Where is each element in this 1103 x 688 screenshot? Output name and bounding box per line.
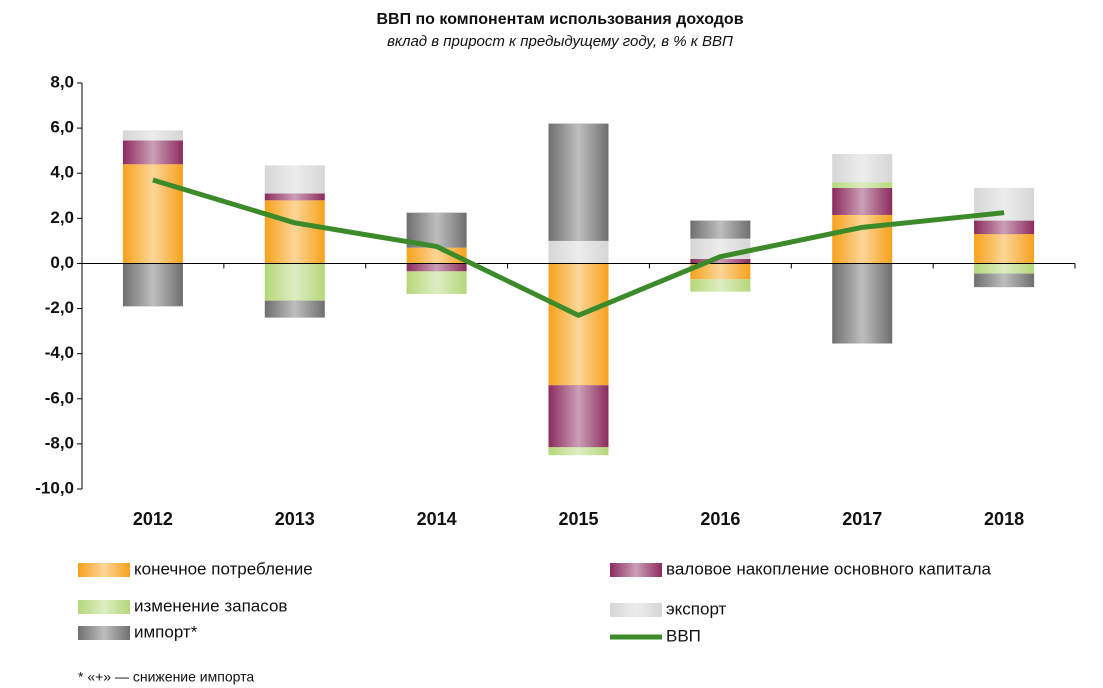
bar-shine bbox=[264, 193, 325, 201]
y-tick-label: -6,0 bbox=[45, 388, 74, 407]
bar-shine bbox=[832, 154, 893, 183]
bar-shine bbox=[406, 271, 467, 294]
bar-shine bbox=[832, 263, 893, 344]
bar-shine bbox=[832, 182, 893, 188]
legend-label: ВВП bbox=[666, 626, 701, 645]
bar-shine bbox=[264, 300, 325, 318]
bar-shine bbox=[122, 140, 183, 165]
gdp-line bbox=[152, 177, 1005, 318]
bar-shine bbox=[974, 220, 1035, 235]
y-tick-label: -4,0 bbox=[45, 343, 74, 362]
y-tick-label: 4,0 bbox=[50, 163, 74, 182]
bar-shine bbox=[548, 385, 609, 448]
y-tick-label: 0,0 bbox=[50, 253, 74, 272]
bar-shine bbox=[832, 187, 893, 215]
bar-shine bbox=[832, 214, 893, 264]
legend-label: импорт* bbox=[134, 622, 198, 641]
footnote: * «+» — снижение импорта bbox=[78, 669, 254, 685]
bar-shine bbox=[548, 447, 609, 456]
bar-shine bbox=[122, 263, 183, 307]
chart-title: ВВП по компонентам использования доходов bbox=[376, 11, 743, 28]
x-tick-label: 2012 bbox=[133, 509, 173, 529]
y-tick-label: -10,0 bbox=[35, 478, 74, 497]
bar-shine bbox=[264, 263, 325, 301]
x-tick-label: 2017 bbox=[842, 509, 882, 529]
legend-label: конечное потребление bbox=[134, 559, 313, 578]
bar-shine bbox=[122, 164, 183, 264]
bar-shine bbox=[264, 200, 325, 264]
legend-label: изменение запасов bbox=[134, 596, 287, 615]
x-tick-label: 2014 bbox=[417, 509, 457, 529]
bar-shine bbox=[548, 123, 609, 241]
y-tick-label: -8,0 bbox=[45, 433, 74, 452]
legend-shine bbox=[610, 603, 662, 617]
bar-shine bbox=[406, 263, 467, 272]
bar-shine bbox=[974, 263, 1035, 274]
legend-label: валовое накопление основного капитала bbox=[666, 559, 992, 578]
y-tick-label: 2,0 bbox=[50, 208, 74, 227]
x-tick-label: 2016 bbox=[700, 509, 740, 529]
bar-shine bbox=[548, 240, 609, 264]
bar-shine bbox=[264, 165, 325, 194]
x-tick-label: 2018 bbox=[984, 509, 1024, 529]
bar-shine bbox=[690, 263, 751, 280]
bar-shine bbox=[690, 220, 751, 239]
bar-shine bbox=[548, 263, 609, 386]
y-tick-label: 8,0 bbox=[50, 72, 74, 91]
legend-shine bbox=[610, 563, 662, 577]
legend-shine bbox=[78, 563, 130, 577]
legend-shine bbox=[78, 626, 130, 640]
legend-label: экспорт bbox=[666, 599, 727, 618]
legend-shine bbox=[78, 600, 130, 614]
x-tick-label: 2013 bbox=[275, 509, 315, 529]
chart-subtitle: вклад в прирост к предыдущему году, в % … bbox=[387, 33, 733, 50]
bar-shine bbox=[122, 130, 183, 141]
y-tick-label: -2,0 bbox=[45, 298, 74, 317]
y-tick-label: 6,0 bbox=[50, 118, 74, 137]
bar-shine bbox=[974, 234, 1035, 264]
x-tick-label: 2015 bbox=[558, 509, 598, 529]
bar-shine bbox=[690, 258, 751, 264]
bar-shine bbox=[690, 279, 751, 292]
bar-shine bbox=[974, 273, 1035, 288]
